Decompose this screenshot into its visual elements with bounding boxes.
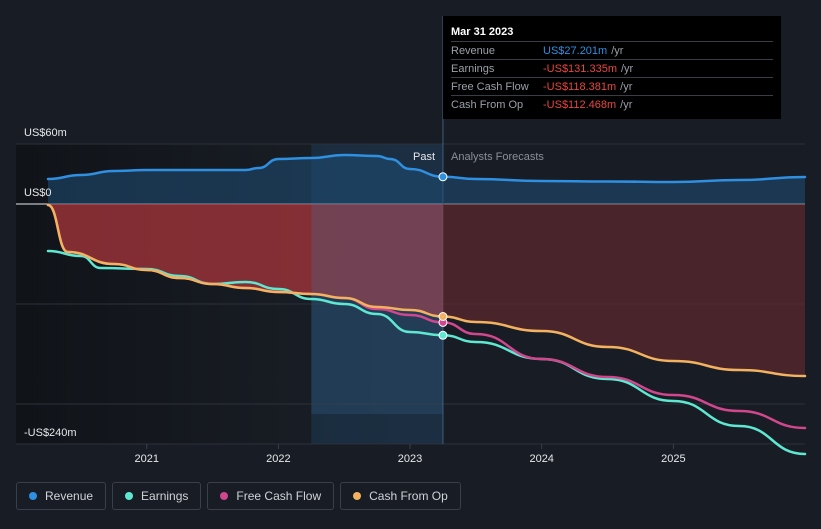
forecast-label: Analysts Forecasts	[451, 151, 544, 163]
legend-dot-icon	[353, 492, 362, 500]
x-tick-label: 2023	[398, 453, 422, 465]
marker-cash-from-op	[438, 312, 448, 321]
y-label-zero: US$0	[24, 187, 52, 199]
negative-area-forecast	[442, 204, 805, 376]
legend-dot-icon	[220, 492, 229, 500]
past-label: Past	[413, 151, 435, 163]
tooltip: Mar 31 2023 Revenue US$27.201m /yr Earni…	[443, 16, 781, 119]
legend-label: Cash From Op	[369, 489, 448, 503]
tooltip-value: -US$112.468m	[543, 98, 617, 111]
tooltip-label: Earnings	[451, 62, 495, 75]
series-line-revenue	[46, 153, 807, 184]
x-tick-label: 2022	[266, 453, 290, 465]
tooltip-row-free-cash-flow: Free Cash Flow -US$118.381m /yr	[451, 77, 773, 95]
tooltip-date: Mar 31 2023	[451, 26, 514, 38]
legend: Revenue Earnings Free Cash Flow Cash Fro…	[16, 482, 461, 512]
marker-revenue	[438, 172, 448, 182]
legend-item-revenue[interactable]: Revenue	[16, 482, 107, 510]
tooltip-unit: /yr	[620, 80, 633, 93]
tooltip-unit: /yr	[621, 62, 634, 75]
legend-label: Free Cash Flow	[236, 489, 322, 503]
y-label-bottom: -US$240m	[24, 427, 77, 439]
tooltip-unit: /yr	[620, 98, 633, 111]
legend-item-cash-from-op[interactable]: Cash From Op	[340, 482, 461, 510]
legend-dot-icon	[125, 492, 134, 500]
tooltip-value: -US$118.381m	[543, 80, 617, 93]
tooltip-value: US$27.201m	[543, 44, 608, 57]
tooltip-label: Cash From Op	[451, 98, 524, 111]
marker-earnings	[438, 330, 448, 340]
revenue-area	[48, 155, 805, 204]
tooltip-row-earnings: Earnings -US$131.335m /yr	[451, 59, 773, 77]
x-tick-label: 2025	[661, 453, 685, 465]
tooltip-label: Free Cash Flow	[451, 80, 529, 93]
x-tick-label: 2021	[134, 453, 158, 465]
tooltip-row-revenue: Revenue US$27.201m /yr	[451, 41, 773, 59]
negative-area-past	[48, 204, 443, 317]
legend-label: Earnings	[141, 489, 189, 503]
tooltip-label: Revenue	[451, 44, 496, 57]
legend-dot-icon	[29, 492, 37, 500]
tooltip-row-cash-from-op: Cash From Op -US$112.468m /yr	[451, 95, 773, 113]
legend-item-earnings[interactable]: Earnings	[112, 482, 202, 510]
legend-item-free-cash-flow[interactable]: Free Cash Flow	[207, 482, 335, 510]
tooltip-value: -US$131.335m	[543, 62, 617, 75]
legend-label: Revenue	[45, 489, 94, 503]
tooltip-unit: /yr	[611, 44, 624, 57]
series-line-cash-from-op	[46, 203, 807, 378]
x-tick-label: 2024	[529, 453, 553, 465]
y-label-top: US$60m	[24, 127, 67, 139]
